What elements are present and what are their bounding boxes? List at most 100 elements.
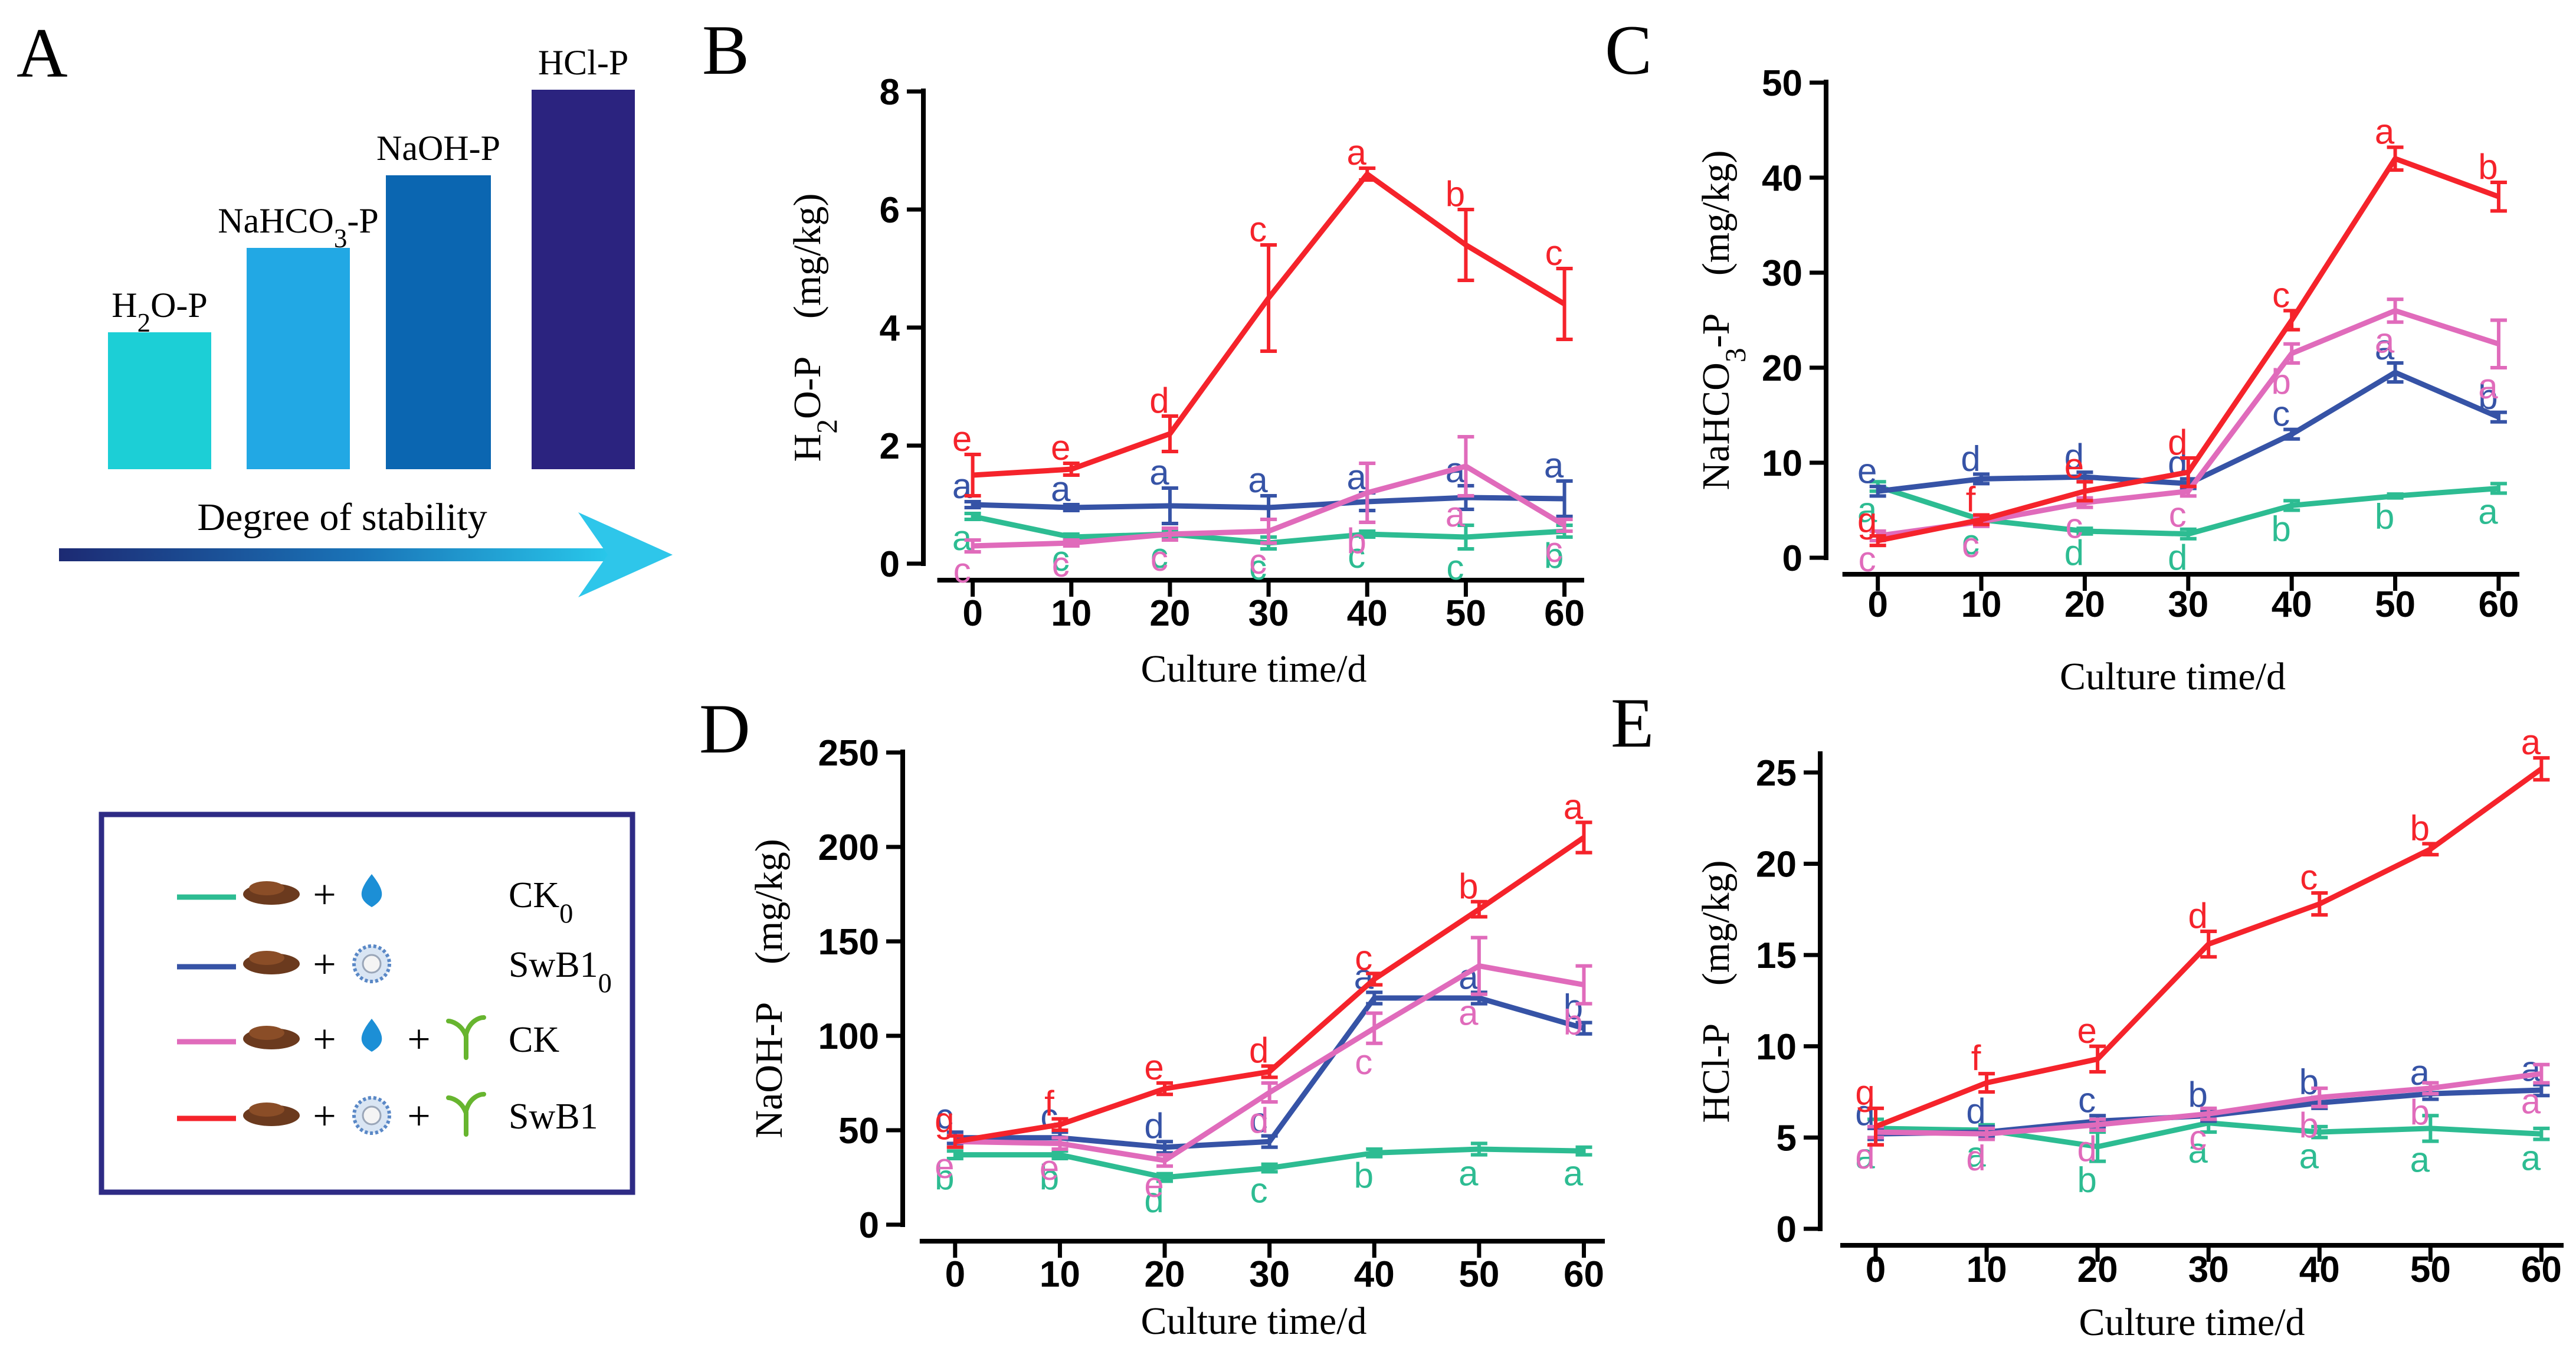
significance-letter: d [1966, 1138, 1985, 1177]
significance-letter: b [1446, 174, 1465, 214]
water-drop-icon [361, 874, 382, 907]
significance-letter: a [1459, 1154, 1479, 1193]
significance-letter: d [1966, 1091, 1985, 1131]
significance-letter: d [2168, 423, 2187, 462]
significance-letter: c [2065, 506, 2083, 546]
significance-letter: c [2078, 1080, 2096, 1120]
significance-letter: f [1044, 1084, 1054, 1123]
significance-letter: e [2064, 446, 2084, 486]
plus-sign: + [313, 1094, 336, 1139]
significance-letter: a [2478, 367, 2498, 406]
text-part: CK [509, 1020, 559, 1060]
y-axis-label: NaOH-P (mg/kg) [748, 839, 791, 1138]
significance-letter: b [2410, 1092, 2430, 1132]
significance-letter: d [1144, 1180, 1164, 1219]
plus-sign: + [313, 942, 336, 987]
significance-letter: a [2478, 492, 2498, 532]
seedling-icon [446, 1092, 486, 1137]
plus-sign: + [313, 872, 336, 918]
x-tick-label: 30 [1249, 1254, 1290, 1295]
y-tick-label: 100 [818, 1016, 879, 1057]
significance-letter: a [1347, 133, 1367, 172]
y-tick-label: 4 [880, 308, 900, 349]
significance-letter: c [1962, 525, 1979, 565]
significance-letter: f [1966, 480, 1976, 519]
seedling-icon [446, 1015, 486, 1060]
significance-letter: c [1250, 1170, 1268, 1210]
x-tick-label: 40 [1354, 1254, 1395, 1295]
legend-label: CK0 [509, 875, 573, 929]
y-tick-label: 0 [859, 1205, 879, 1246]
x-tick-label: 0 [962, 593, 982, 634]
x-tick-label: 40 [2272, 584, 2312, 625]
significance-letter: a [2521, 1138, 2541, 1177]
x-tick-label: 50 [2375, 584, 2416, 625]
significance-letter: e [1040, 1148, 1059, 1187]
significance-letter: b [1354, 1156, 1374, 1195]
panel-letter: E [1611, 683, 1654, 762]
significance-letter: b [2478, 147, 2498, 187]
plus-sign: + [407, 1094, 430, 1139]
significance-letter: b [1459, 866, 1478, 906]
y-axis-label: H2O-P (mg/kg) [786, 194, 843, 462]
significance-letter: a [2299, 1136, 2319, 1176]
significance-letter: d [1249, 1030, 1269, 1070]
stability-bar-h2o-p [108, 332, 211, 469]
significance-letter: a [2375, 321, 2395, 361]
significance-letter: b [1564, 1003, 1583, 1042]
significance-letter: d [2064, 437, 2084, 476]
significance-letter: a [2375, 112, 2395, 151]
x-tick-label: 10 [1967, 1249, 2007, 1290]
significance-letter: c [2169, 495, 2187, 534]
significance-letter: d [1855, 1136, 1874, 1176]
y-axis-label: NaHCO3-P (mg/kg) [1695, 151, 1752, 490]
stability-arrow-label: Degree of stability [197, 496, 487, 539]
significance-letter: a [2410, 1053, 2430, 1092]
x-tick-label: 60 [2478, 584, 2519, 625]
significance-letter: b [1564, 987, 1583, 1027]
x-tick-label: 20 [2077, 1249, 2118, 1290]
significance-letter: c [1545, 233, 1563, 273]
y-tick-label: 20 [1756, 845, 1797, 885]
legend-item-2: + SwB10 [177, 942, 612, 999]
x-tick-label: 10 [1961, 584, 2002, 625]
significance-letter: c [2272, 275, 2290, 315]
text-part: 3 [1719, 348, 1752, 362]
series-swb1: e e d c a b c [952, 133, 1573, 498]
significance-letter: a [1459, 993, 1479, 1033]
y-tick-label: 50 [838, 1111, 879, 1151]
significance-letter: c [1446, 548, 1464, 587]
significance-letter: e [952, 419, 972, 459]
significance-letter: a [1544, 446, 1564, 485]
stability-bar-label: HCl-P [538, 43, 628, 82]
significance-letter: b [2478, 377, 2498, 417]
significance-letter: a [1248, 460, 1268, 500]
bacteria-icon-core [362, 1105, 382, 1126]
significance-letter: c [953, 551, 971, 590]
significance-letter: c [1348, 536, 1365, 575]
y-tick-label: 0 [880, 544, 900, 585]
text-part: NaOH-P (mg/kg) [748, 839, 791, 1138]
significance-letter: b [2410, 809, 2430, 848]
y-tick-label: 2 [880, 426, 900, 467]
soil-icon-top [249, 881, 284, 895]
significance-letter: d [1144, 1106, 1164, 1146]
y-tick-label: 150 [818, 922, 879, 963]
y-tick-label: 5 [1777, 1118, 1797, 1159]
x-tick-label: 30 [2188, 1249, 2229, 1290]
significance-letter: d [2168, 538, 2187, 577]
y-tick-label: 15 [1756, 935, 1797, 976]
text-part: HCl-P (mg/kg) [1695, 861, 1738, 1123]
x-axis-label: Culture time/d [2060, 655, 2286, 698]
water-drop-icon [361, 1019, 382, 1052]
significance-letter: e [1144, 1165, 1164, 1205]
panel-a-label: A [17, 14, 68, 92]
significance-letter: e [1051, 428, 1070, 467]
chart-panel-d: D 0 50 100 150 200 250 0 10 20 30 40 50 60 Culture tim… [699, 689, 1605, 1343]
